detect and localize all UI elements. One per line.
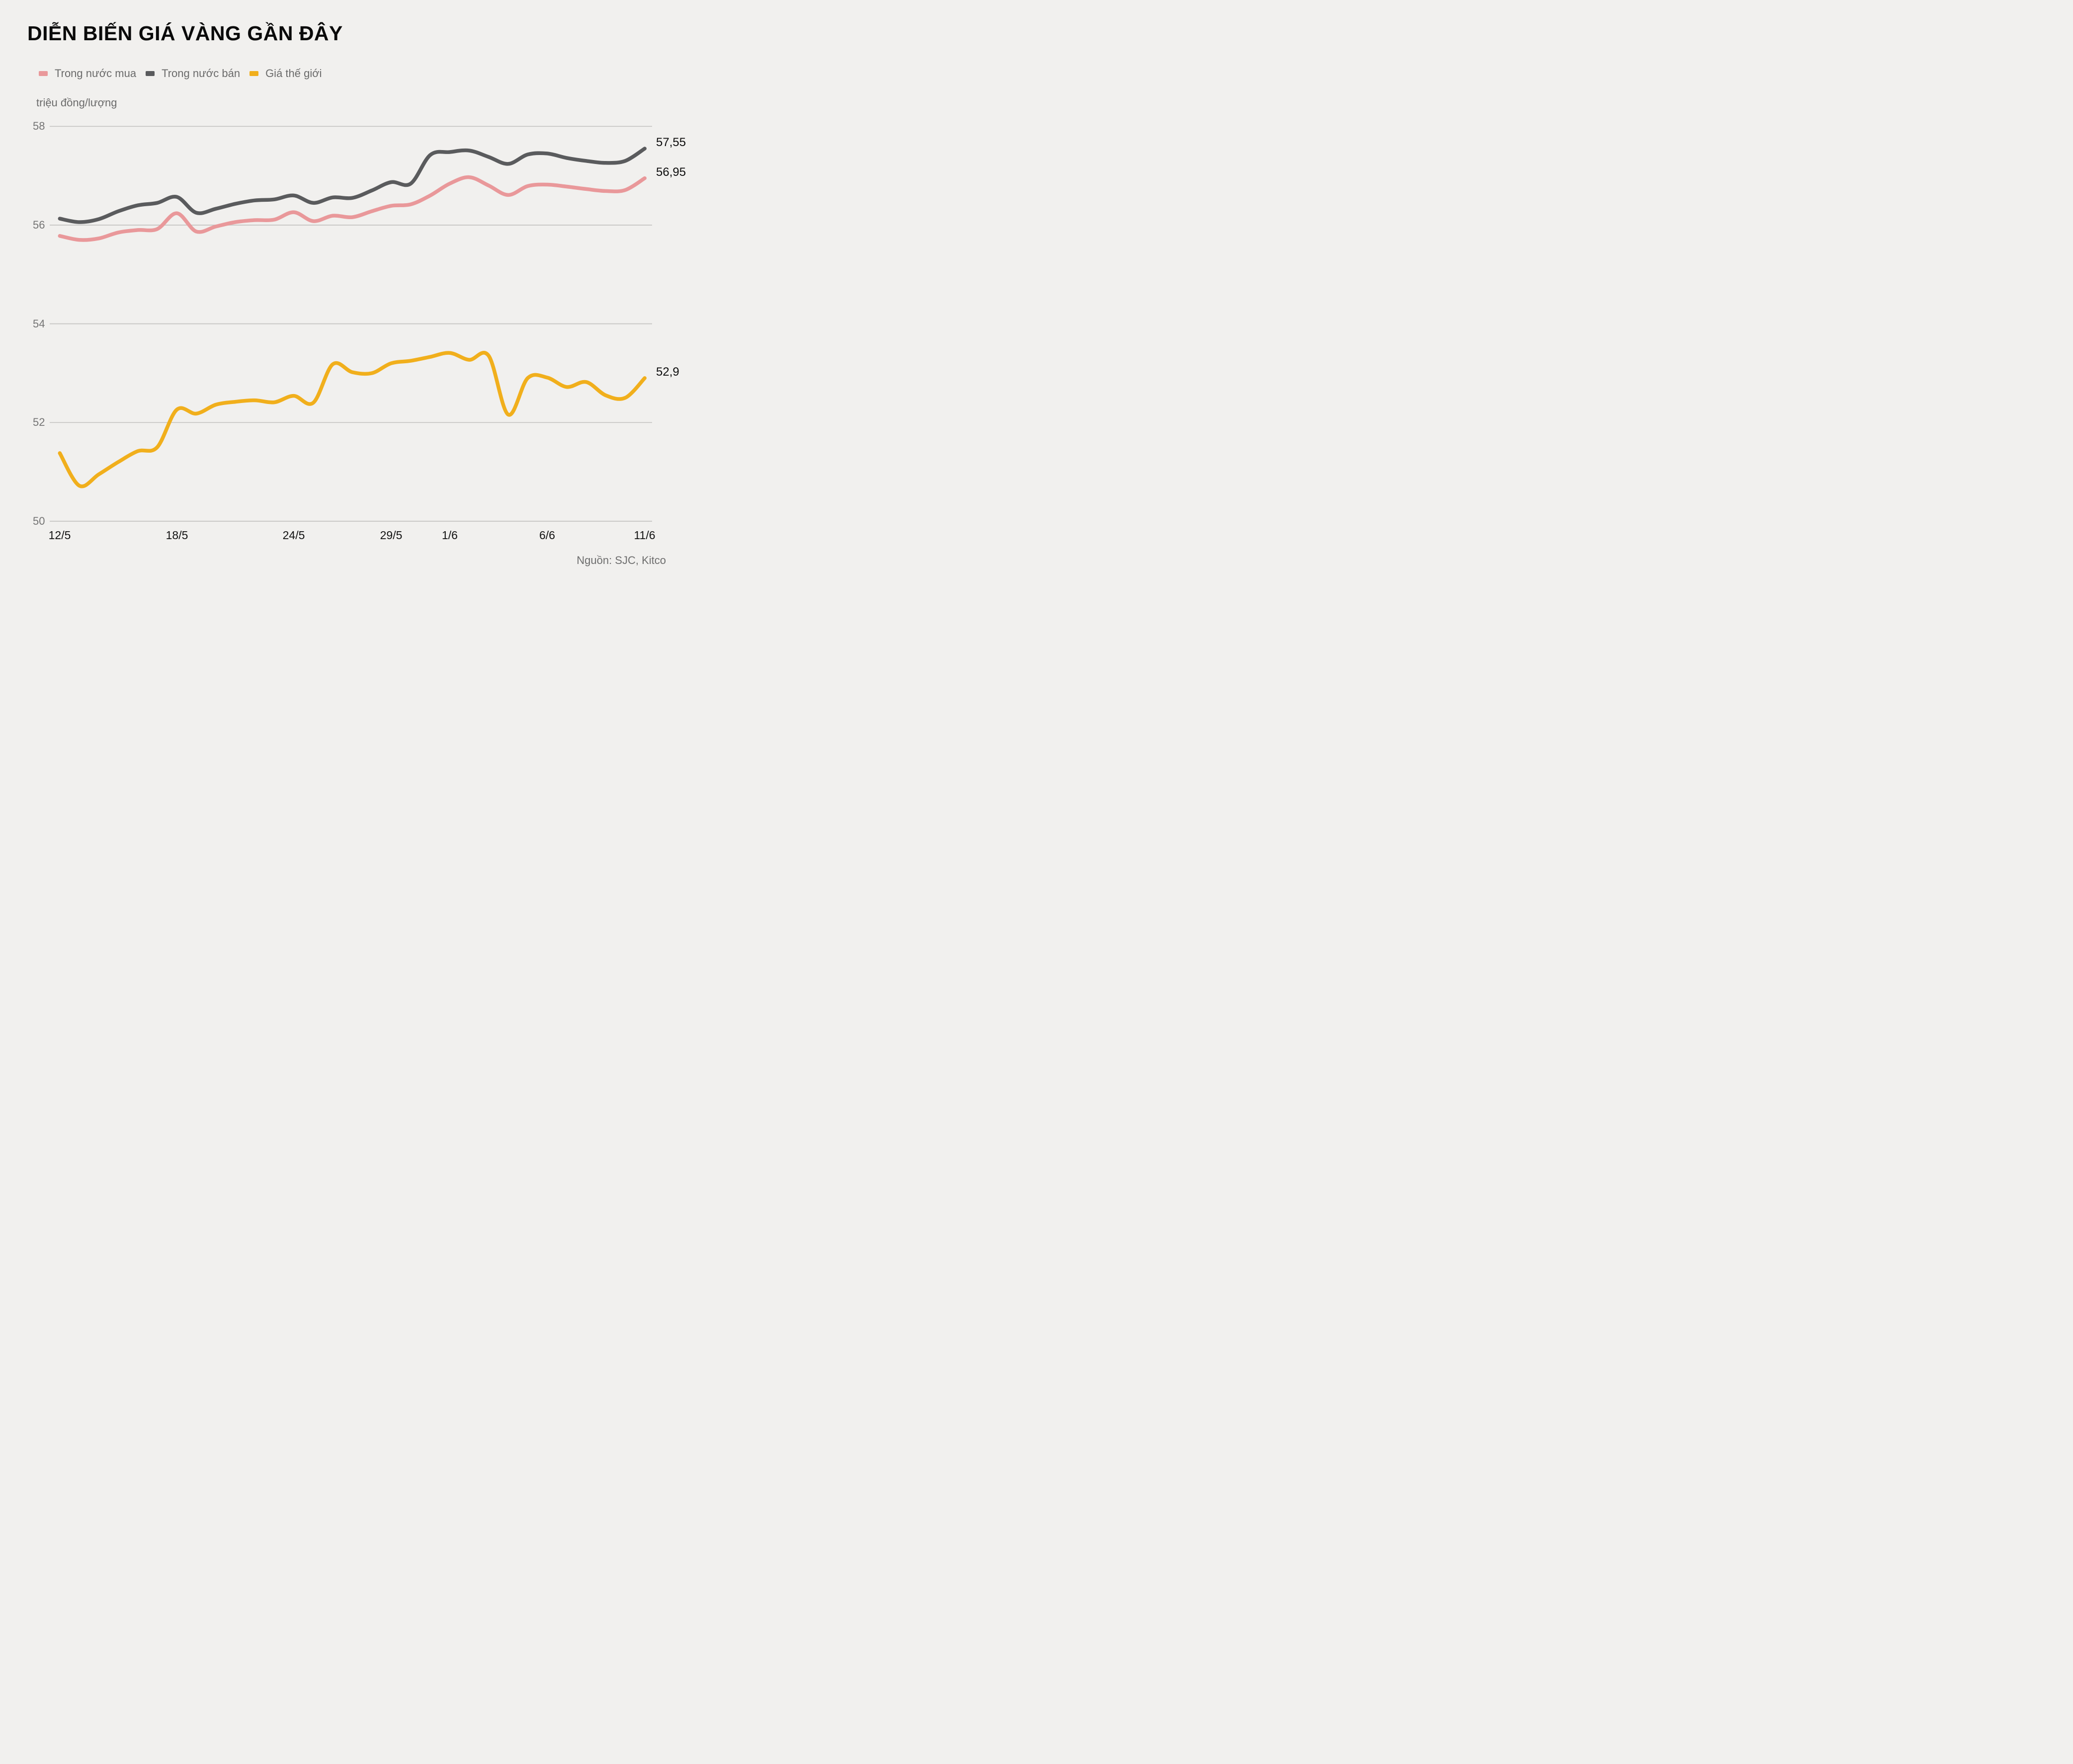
source-credit: Nguồn: SJC, Kitco	[577, 554, 666, 566]
ytick-54: 54	[33, 318, 45, 330]
legend-chip-world-icon	[249, 71, 259, 76]
legend-label-sell: Trong nước bán	[162, 67, 241, 80]
legend-item-buy: Trong nước mua	[39, 67, 136, 80]
line-trong-nuoc-mua	[58, 175, 647, 242]
xtick-18-5: 18/5	[166, 529, 188, 542]
ytick-50: 50	[33, 515, 45, 527]
chart-page: DIỄN BIẾN GIÁ VÀNG GẦN ĐÂY Trong nước mu…	[0, 0, 691, 588]
line-trong-nuoc-ban	[58, 147, 647, 224]
xtick-12-5: 12/5	[48, 529, 71, 542]
legend-chip-sell-icon	[146, 71, 155, 76]
legend: Trong nước mua Trong nước bán Giá thế gi…	[39, 67, 332, 80]
legend-label-buy: Trong nước mua	[55, 67, 137, 80]
xtick-6-6: 6/6	[539, 529, 555, 542]
legend-item-world: Giá thế giới	[249, 67, 322, 80]
xtick-29-5: 29/5	[380, 529, 403, 542]
xtick-1-6: 1/6	[442, 529, 458, 542]
end-label-sell: 57,55	[656, 136, 686, 149]
ytick-52: 52	[33, 416, 45, 428]
y-axis-unit-label: triệu đồng/lượng	[36, 96, 117, 109]
xtick-24-5: 24/5	[282, 529, 305, 542]
legend-item-sell: Trong nước bán	[146, 67, 240, 80]
ytick-58: 58	[33, 120, 45, 132]
ytick-56: 56	[33, 219, 45, 231]
end-label-world: 52,9	[656, 365, 679, 379]
legend-chip-buy-icon	[39, 71, 48, 76]
page-title: DIỄN BIẾN GIÁ VÀNG GẦN ĐÂY	[27, 22, 343, 45]
xtick-11-6: 11/6	[634, 529, 656, 542]
end-label-buy: 56,95	[656, 165, 686, 179]
legend-label-world: Giá thế giới	[265, 67, 322, 80]
line-gia-the-gioi	[58, 351, 647, 488]
chart-canvas	[50, 126, 652, 522]
